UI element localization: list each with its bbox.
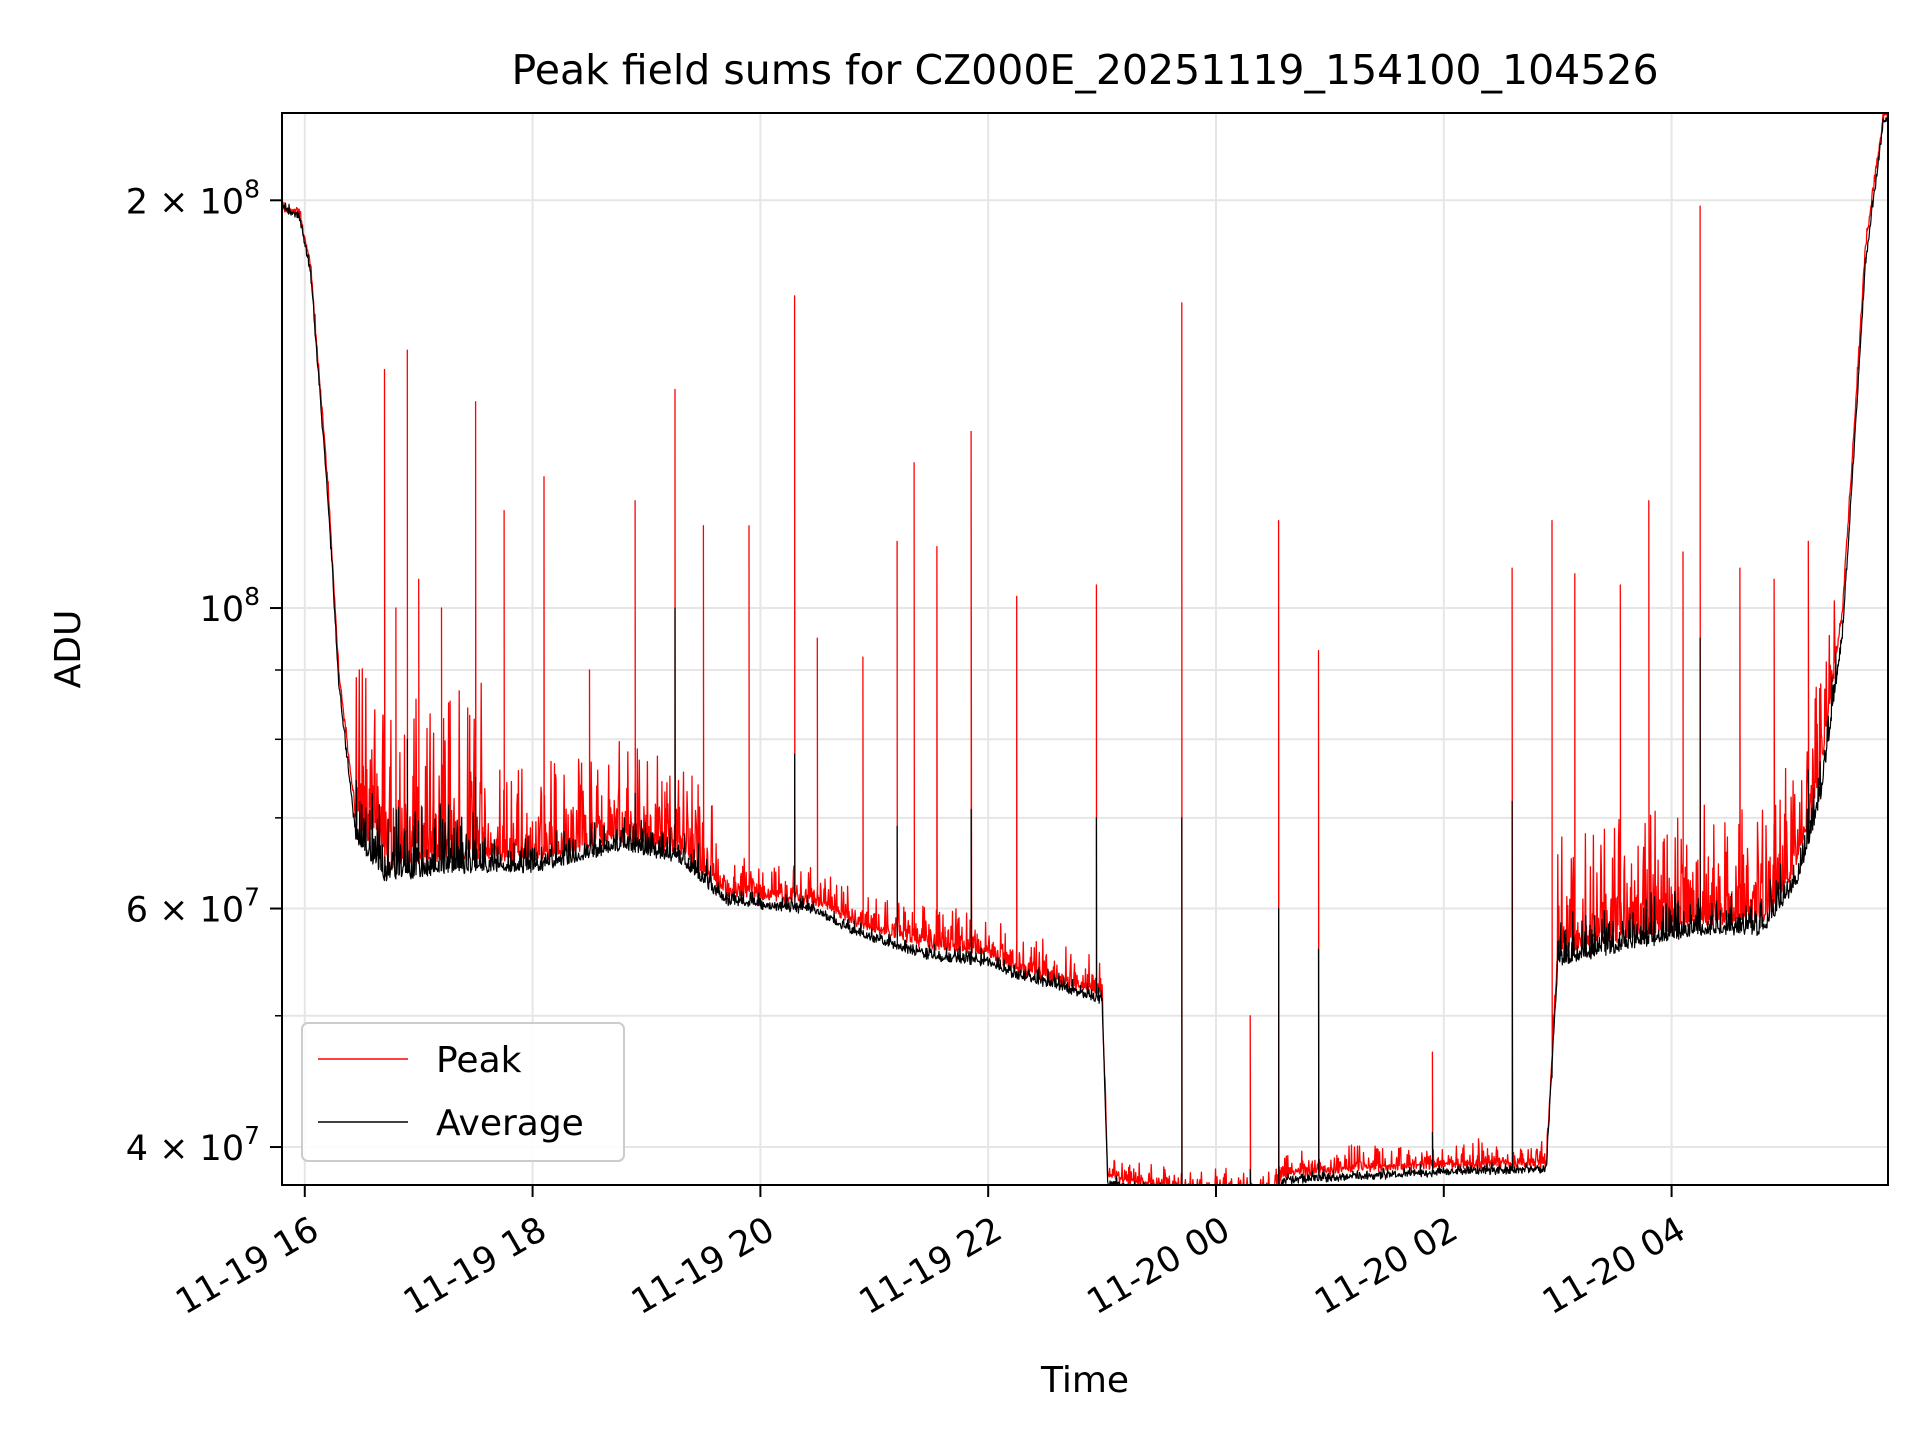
y-tick-label: 4 × 107 [126,1121,260,1169]
legend: Peak Average [301,1022,625,1162]
legend-label-average: Average [436,1103,584,1144]
series-line-average [281,117,1889,1186]
y-tick-label: 108 [200,582,260,630]
y-axis-label: ADU [48,610,89,689]
chart-title: Peak field sums for CZ000E_20251119_1541… [511,46,1658,94]
plot-frame [281,112,1889,1186]
legend-label-peak: Peak [436,1040,522,1081]
legend-box [301,1022,625,1162]
y-tick-label: 2 × 108 [126,174,260,222]
y-tick-label: 6 × 107 [126,883,260,931]
x-axis-label: Time [1040,1360,1129,1401]
series-layer [281,112,1889,1186]
y-axis: 4 × 107 6 × 107 108 2 × 108 [126,174,282,1169]
